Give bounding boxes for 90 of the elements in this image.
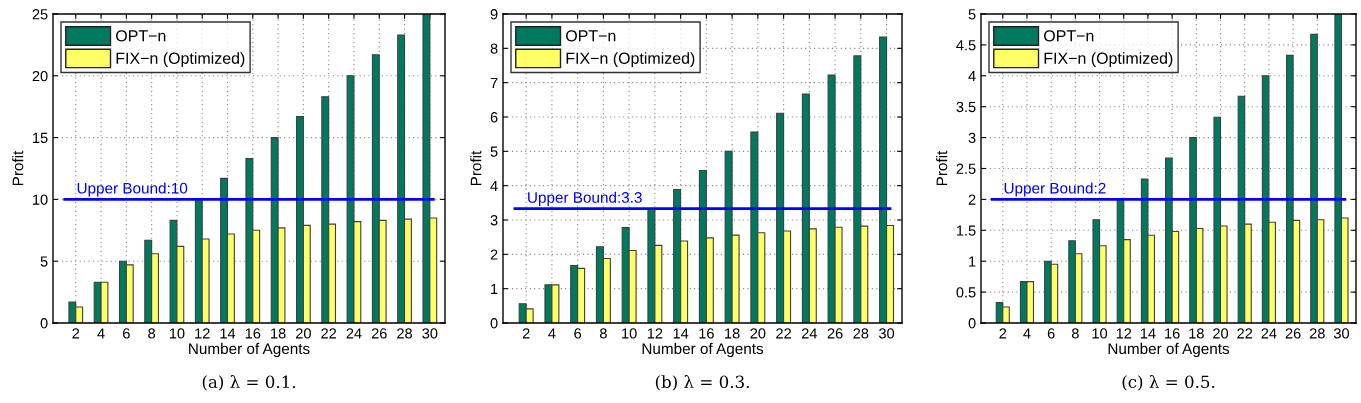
y-tick-label: 2: [968, 194, 976, 205]
legend-label: FIX−n (Optimized): [116, 52, 245, 68]
text: (a) λ = 0.1.: [202, 375, 296, 391]
y-tick-label: 0: [490, 318, 498, 329]
x-tick-label: 8: [599, 328, 607, 339]
y-tick-label: 2.5: [956, 163, 976, 174]
x-tick-label: 10: [169, 328, 185, 339]
x-tick-label: 26: [371, 328, 387, 339]
x-tick-label: 30: [879, 328, 895, 339]
y-tick-label: 7: [490, 77, 498, 88]
y-tick-label: 1: [969, 256, 976, 267]
x-tick-label: 20: [1213, 328, 1229, 339]
x-tick-label: 14: [1140, 328, 1156, 339]
y-tick-label: 9: [490, 9, 498, 20]
x-axis-title: Number of Agents: [642, 342, 764, 358]
legend-label: OPT−n: [566, 30, 616, 42]
x-tick-label: 20: [296, 328, 311, 339]
y-tick-label: 3: [968, 132, 976, 144]
y-tick-label: 4: [968, 71, 976, 82]
x-tick-label: 10: [1092, 328, 1108, 339]
y-tick-label: 10: [33, 194, 48, 205]
x-tick-label: 14: [220, 328, 236, 339]
x-tick-label: 20: [750, 328, 766, 339]
legend-label: OPT−n: [116, 30, 166, 42]
text: (c) λ = 0.5.: [1122, 375, 1215, 391]
y-axis-title: Profit: [12, 150, 24, 186]
legend-label: FIX−n (Optimized): [1044, 52, 1173, 68]
y-axis-title: Profit: [470, 150, 482, 186]
x-tick-label: 4: [97, 328, 105, 339]
x-tick-label: 22: [776, 328, 791, 339]
y-tick-label: 5: [968, 9, 976, 20]
ref-line-label: Upper Bound:2: [1004, 182, 1106, 197]
y-tick-label: 2: [490, 249, 498, 260]
y-tick-label: 0.5: [956, 287, 976, 298]
x-tick-label: 6: [574, 328, 582, 339]
x-tick-label: 18: [271, 328, 286, 339]
y-tick-label: 1.5: [956, 225, 976, 236]
y-tick-label: 4.5: [956, 40, 976, 51]
x-tick-label: 12: [1116, 328, 1132, 339]
y-tick-label: 6: [490, 112, 498, 123]
x-tick-label: 30: [1333, 328, 1350, 339]
x-tick-label: 22: [321, 328, 337, 339]
ref-line-label: Upper Bound:10: [77, 182, 188, 197]
x-tick-label: 18: [725, 328, 740, 339]
x-tick-label: 6: [123, 328, 130, 339]
x-tick-label: 16: [699, 328, 714, 339]
x-tick-label: 24: [346, 328, 362, 339]
x-tick-label: 2: [999, 328, 1007, 339]
x-tick-label: 24: [801, 328, 818, 339]
x-tick-label: 18: [1189, 328, 1204, 339]
x-axis-title: Number of Agents: [189, 342, 310, 358]
y-tick-label: 1: [491, 283, 498, 294]
x-tick-label: 26: [1285, 328, 1301, 339]
x-tick-label: 8: [148, 328, 156, 339]
text: (b) λ = 0.3.: [655, 375, 749, 391]
y-axis-title: Profit: [936, 150, 948, 186]
y-tick-label: 8: [490, 43, 498, 54]
y-tick-label: 3: [490, 215, 498, 226]
x-tick-label: 12: [195, 328, 210, 339]
x-tick-label: 4: [548, 328, 556, 339]
x-tick-label: 4: [1023, 328, 1031, 339]
y-tick-label: 5: [490, 146, 498, 157]
x-tick-label: 14: [673, 328, 689, 339]
legend-label: FIX−n (Optimized): [566, 52, 695, 68]
x-tick-label: 8: [1071, 328, 1079, 339]
x-tick-label: 22: [1237, 328, 1253, 339]
y-tick-label: 0: [40, 318, 48, 329]
x-tick-label: 6: [1047, 328, 1055, 339]
x-tick-label: 16: [1165, 328, 1180, 339]
ref-line-label: Upper Bound:3.3: [528, 191, 642, 206]
y-tick-label: 25: [32, 9, 48, 20]
x-tick-label: 28: [853, 328, 869, 339]
y-tick-label: 4: [490, 180, 498, 191]
x-tick-label: 26: [827, 328, 843, 339]
x-axis-title: Number of Agents: [1108, 342, 1230, 358]
y-tick-label: 0: [968, 318, 976, 329]
y-tick-label: 5: [40, 256, 48, 267]
x-tick-label: 2: [72, 328, 80, 339]
x-tick-label: 30: [422, 328, 438, 339]
legend-label: OPT−n: [1044, 30, 1094, 42]
y-tick-label: 15: [33, 132, 48, 144]
x-tick-label: 28: [397, 328, 413, 339]
y-tick-label: 3.5: [956, 101, 976, 113]
y-tick-label: 20: [32, 70, 48, 82]
x-tick-label: 28: [1309, 328, 1325, 339]
x-tick-label: 2: [522, 328, 530, 339]
x-tick-label: 24: [1261, 328, 1277, 339]
x-tick-label: 12: [647, 328, 663, 339]
x-tick-label: 10: [622, 328, 637, 339]
x-tick-label: 16: [245, 328, 261, 339]
